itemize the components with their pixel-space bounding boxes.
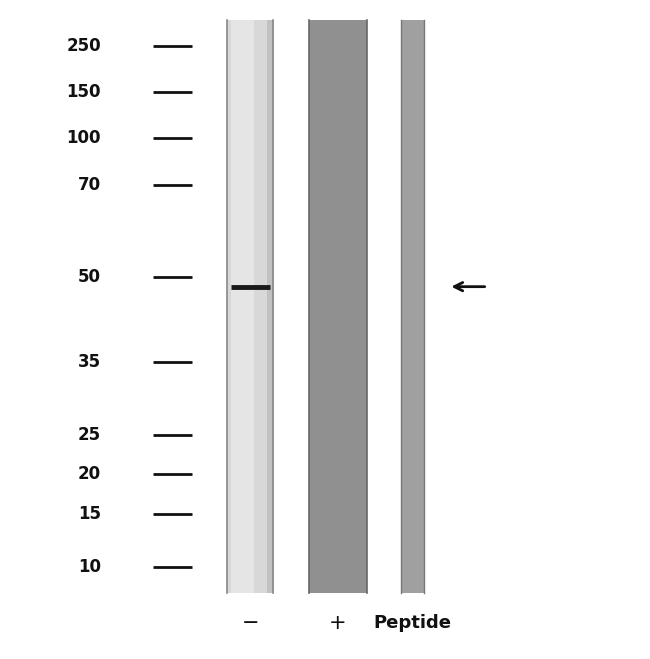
Text: 20: 20 xyxy=(77,465,101,484)
Bar xyxy=(231,20,254,593)
Text: Peptide: Peptide xyxy=(374,614,452,632)
Text: 70: 70 xyxy=(77,175,101,194)
Text: 35: 35 xyxy=(77,353,101,372)
Text: −: − xyxy=(242,613,259,633)
Text: 50: 50 xyxy=(78,268,101,286)
Text: 250: 250 xyxy=(66,37,101,55)
Text: 100: 100 xyxy=(66,129,101,148)
Text: 15: 15 xyxy=(78,505,101,523)
Text: 150: 150 xyxy=(66,83,101,101)
Text: +: + xyxy=(329,613,347,633)
Text: 25: 25 xyxy=(77,426,101,444)
Bar xyxy=(227,20,273,593)
Bar xyxy=(402,20,424,593)
Bar xyxy=(266,20,274,593)
Bar xyxy=(309,20,367,593)
Text: 10: 10 xyxy=(78,558,101,576)
